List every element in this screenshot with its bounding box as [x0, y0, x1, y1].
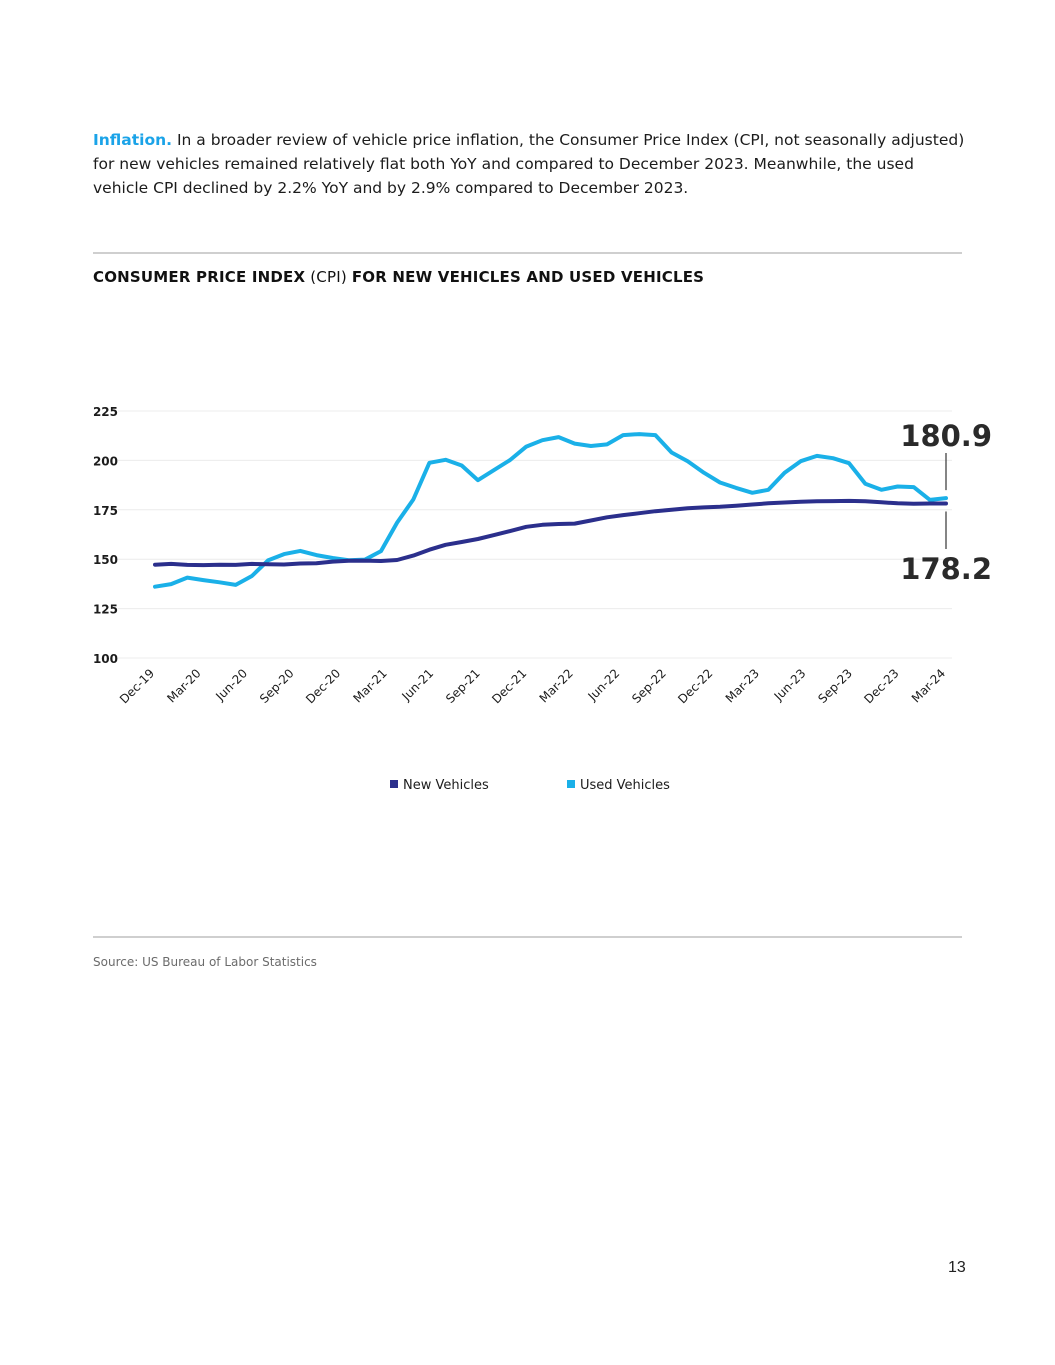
x-tick-label: Dec-23 [861, 666, 901, 706]
chart-title-part3: FOR NEW VEHICLES AND USED VEHICLES [351, 268, 705, 286]
intro-paragraph: Inflation. In a broader review of vehicl… [93, 128, 973, 200]
y-tick-label: 225 [93, 405, 118, 419]
x-tick-label: Mar-20 [164, 666, 203, 705]
x-tick-label: Jun-23 [771, 666, 809, 704]
legend-swatch-used [567, 780, 575, 788]
x-tick-label: Mar-23 [723, 666, 762, 705]
x-tick-label: Sep-20 [257, 666, 297, 706]
legend-label-new: New Vehicles [403, 778, 489, 793]
new-vehicles-line [153, 498, 948, 568]
page-number: 13 [948, 1259, 966, 1276]
x-tick-label: Jun-22 [585, 666, 623, 704]
x-tick-label: Dec-21 [489, 666, 529, 706]
x-tick-label: Dec-19 [117, 666, 157, 706]
x-tick-label: Mar-24 [909, 666, 948, 705]
x-tick-label: Sep-23 [815, 666, 855, 706]
x-tick-label: Jun-20 [212, 666, 250, 704]
intro-lead: Inflation. [93, 131, 173, 149]
x-tick-label: Mar-21 [351, 666, 390, 705]
x-tick-label: Dec-20 [303, 666, 343, 706]
x-tick-label: Mar-22 [537, 666, 576, 705]
x-tick-label: Sep-22 [629, 666, 669, 706]
y-tick-label: 100 [93, 652, 118, 666]
legend-label-used: Used Vehicles [580, 778, 670, 793]
top-divider [93, 252, 962, 254]
bottom-divider [93, 936, 962, 938]
chart-title-part2: (CPI) [305, 268, 352, 286]
y-tick-label: 125 [93, 603, 118, 617]
used-vehicles-end-value: 180.9 [900, 419, 992, 453]
x-tick-label: Dec-22 [675, 666, 715, 706]
intro-text: In a broader review of vehicle price inf… [93, 131, 965, 197]
legend-swatch-new [390, 780, 398, 788]
x-tick-label: Jun-21 [399, 666, 437, 704]
chart-title: CONSUMER PRICE INDEX (CPI) FOR NEW VEHIC… [93, 268, 704, 286]
y-tick-label: 175 [93, 504, 118, 518]
used-vehicles-line [153, 432, 948, 589]
y-tick-label: 200 [93, 454, 118, 468]
x-tick-label: Sep-21 [443, 666, 483, 706]
new-vehicles-end-value: 178.2 [900, 552, 992, 586]
chart-title-part1: CONSUMER PRICE INDEX [93, 268, 306, 286]
y-tick-label: 150 [93, 553, 118, 567]
source-note: Source: US Bureau of Labor Statistics [93, 955, 317, 969]
